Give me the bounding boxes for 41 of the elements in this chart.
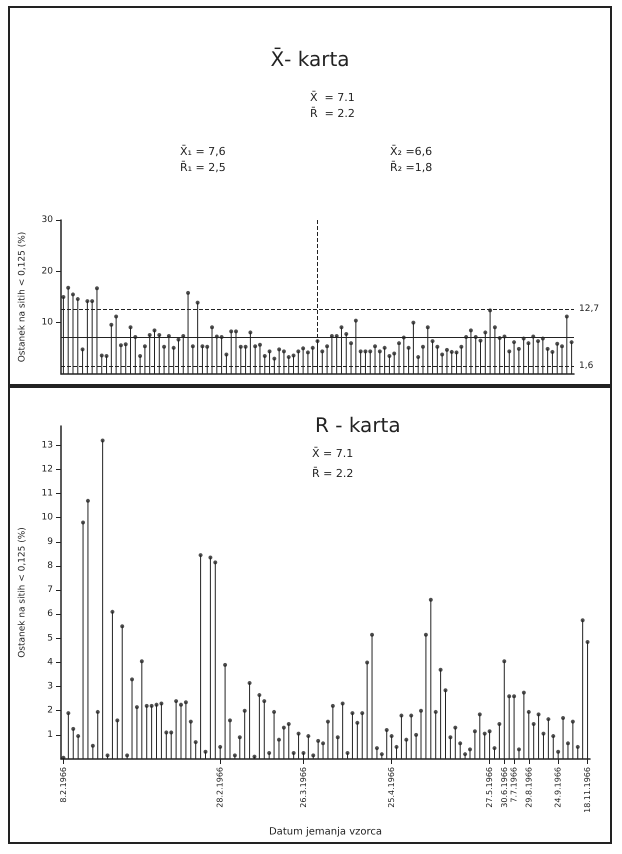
y-tick-label: 2 xyxy=(47,706,53,716)
y-tick-label: 30 xyxy=(42,215,54,225)
y-tick-label: 7 xyxy=(47,585,53,596)
ref-line-label: 12,7 xyxy=(579,304,600,314)
x-tick-label: 28.2.1966 xyxy=(216,767,225,808)
y-tick-label: 10 xyxy=(42,512,54,523)
text: X̄₂ =6,6 xyxy=(390,144,432,158)
y-tick-label: 3 xyxy=(47,682,53,692)
y-tick-label: 20 xyxy=(42,266,54,276)
x-tick-label: 29.8.1966 xyxy=(524,767,534,808)
text: R̄₁ = 2,5 xyxy=(180,160,226,174)
x-tick-label: 8.2.1966 xyxy=(58,767,68,803)
y-tick-label: 5 xyxy=(47,633,53,644)
x-tick-label: 25.4.1966 xyxy=(387,767,396,808)
y-tick-label: 6 xyxy=(47,609,54,620)
annotation: R̄ = 2.2 xyxy=(312,466,354,480)
y-tick-label: 11 xyxy=(42,488,53,499)
annotation: X̄ = 7.1 xyxy=(312,446,354,460)
y-tick-label: 12 xyxy=(42,464,53,474)
x-axis-title: Datum jemanja vzorca xyxy=(268,826,382,838)
text: X̄₁ = 7,6 xyxy=(180,144,226,158)
x-tick-label: 27.5.1966 xyxy=(485,767,494,808)
ref-line-label: 1,6 xyxy=(579,360,594,371)
text: R̄ = 2.2 xyxy=(310,106,355,120)
y-tick-label: 1 xyxy=(47,730,53,740)
y-tick-label: 10 xyxy=(42,318,54,328)
x-tick-label: 30.6.1966 xyxy=(500,767,509,808)
x-tick-label: 18.11.1966 xyxy=(583,767,592,813)
y-tick-label: 8 xyxy=(47,560,54,571)
x-tick-label: 26.3.1966 xyxy=(298,767,308,808)
chart-title: R - karta xyxy=(315,413,401,437)
y-tick-label: 13 xyxy=(42,440,53,450)
y-tick-label: 4 xyxy=(47,657,54,668)
y-axis-title: Ostanek na sitih < 0,125 (%) xyxy=(18,232,28,362)
x-tick-label: 24.9.1966 xyxy=(554,767,563,808)
x-tick-label: 7.7.1966 xyxy=(510,767,519,803)
text: R̄₂ =1,8 xyxy=(390,160,432,174)
y-tick-label: 9 xyxy=(47,536,54,547)
y-axis-title: Ostanek na sitih < 0,125 (%) xyxy=(18,527,28,658)
chart-title: X̄- karta xyxy=(270,47,350,71)
text: X̄ = 7.1 xyxy=(310,90,355,104)
